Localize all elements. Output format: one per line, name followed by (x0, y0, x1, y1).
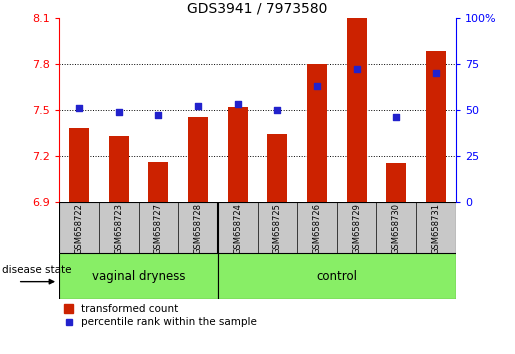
Text: GSM658724: GSM658724 (233, 203, 242, 254)
Point (273, 107, 281, 113)
Point (114, 109, 123, 114)
Bar (347, 18, 367, 202)
Point (392, 114, 401, 120)
Bar (218, 253, 456, 299)
Bar (109, 136, 129, 202)
Text: GSM658729: GSM658729 (352, 203, 361, 254)
Bar (59, 202, 456, 253)
Text: GSM658723: GSM658723 (114, 203, 123, 254)
Point (432, 70, 440, 76)
Bar (386, 164, 406, 202)
Text: disease state: disease state (2, 265, 71, 275)
Bar (188, 118, 208, 202)
Title: GDS3941 / 7973580: GDS3941 / 7973580 (187, 1, 328, 15)
Bar (228, 107, 248, 202)
Text: GSM658726: GSM658726 (313, 203, 321, 254)
Text: control: control (316, 270, 357, 282)
Text: GSM658725: GSM658725 (273, 203, 282, 254)
Text: GSM658728: GSM658728 (194, 203, 202, 254)
Bar (307, 64, 327, 202)
Bar (148, 162, 168, 202)
Point (313, 83, 321, 88)
Text: vaginal dryness: vaginal dryness (92, 270, 185, 282)
Bar (59, 253, 218, 299)
Point (194, 103, 202, 109)
Legend: transformed count, percentile rank within the sample: transformed count, percentile rank withi… (64, 304, 257, 327)
Text: GSM658727: GSM658727 (154, 203, 163, 254)
Bar (426, 51, 446, 202)
Point (154, 113, 163, 118)
Text: GSM658731: GSM658731 (432, 203, 440, 254)
Bar (69, 128, 89, 202)
Bar (267, 134, 287, 202)
Text: GSM658722: GSM658722 (75, 203, 83, 254)
Point (234, 101, 242, 107)
Point (75, 105, 83, 111)
Text: GSM658730: GSM658730 (392, 203, 401, 254)
Point (352, 67, 360, 72)
